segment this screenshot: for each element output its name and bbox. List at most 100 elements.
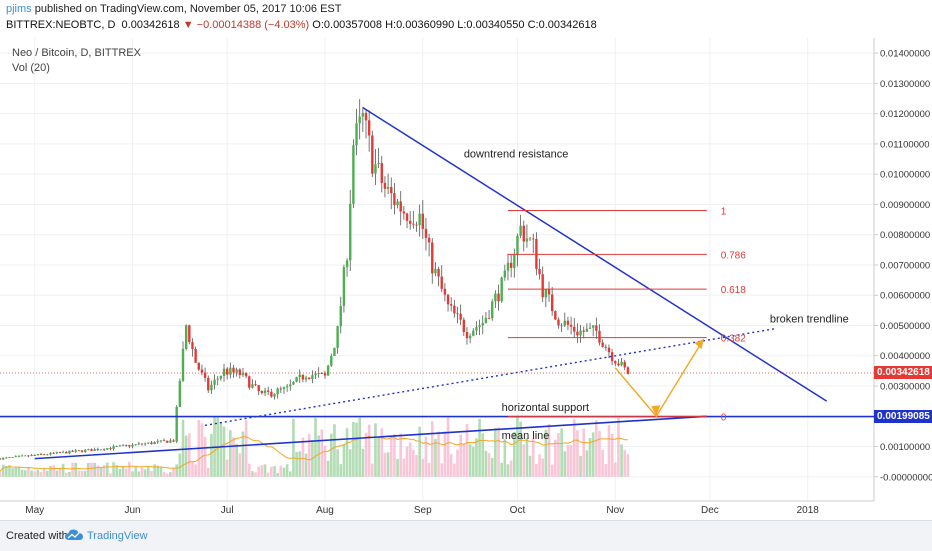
volume-bar [153,464,156,477]
volume-bar [61,463,65,477]
candle-body [396,201,399,205]
volume-bar [90,462,93,477]
volume-bar [591,432,595,477]
support-price-tag: 0.00199085 [874,409,932,423]
volume-bar [494,428,497,477]
candle-body [8,457,11,458]
footer: Created with TradingView [0,520,932,551]
volume-bar [371,463,374,477]
candle-body [128,445,131,447]
x-tick-label: Sep [414,505,432,516]
candle-body [434,268,437,274]
x-tick-label: Jun [124,505,140,516]
candle-body [516,235,519,255]
candle-body [96,449,100,451]
candle-body [301,374,305,380]
chart-annotation: downtrend resistance [464,149,569,161]
candle-body [576,331,579,336]
candle-body [191,342,194,349]
volume-bar [235,443,238,477]
candle-body [317,373,320,374]
candle-body [137,443,141,445]
candle-body [349,203,352,261]
volume-bar [456,449,459,477]
author-link[interactable]: pjims [6,3,32,15]
candle-body [424,228,428,238]
volume-bar [276,473,279,477]
volume-bar [165,473,169,477]
volume-bar [140,467,144,477]
volume-bar [0,471,2,477]
candle-body [582,330,585,332]
volume-bar [459,434,462,477]
candle-body [285,386,289,388]
candle-body [427,237,431,243]
candle-body [513,254,516,268]
x-tick-label: Jul [221,505,234,516]
volume-bar [263,464,267,477]
candle-body [386,187,390,189]
volume-bar [105,462,109,477]
volume-bar [576,430,579,477]
candle-body [506,262,510,271]
candle-body [125,445,128,446]
candle-body [431,242,434,274]
volume-bar [554,439,557,477]
candle-body [87,449,90,450]
volume-bar [314,417,317,477]
candle-body [418,213,421,226]
volume-bar [96,465,100,477]
tradingview-link[interactable]: TradingView [87,530,148,542]
y-tick-label: 0.00500000 [880,321,930,332]
volume-bar [102,465,106,477]
candle-body [446,294,450,305]
candle-body [65,451,68,454]
price-chart[interactable]: 1 0.786 0.618 0.382 0 downtrend resistance bro… [0,38,932,520]
candle-body [17,455,21,457]
candle-body [175,406,178,442]
volume-bar [23,470,27,477]
candle-body [102,449,106,451]
volume-bar [80,470,84,477]
volume-bar [541,458,545,477]
candle-body [46,454,49,456]
x-tick-label: Nov [606,505,624,516]
volume-bar [329,433,333,477]
candle-body [55,452,58,454]
volume-bar [58,469,62,477]
volume-bar [39,471,43,477]
candle-body [503,270,507,278]
volume-legend: Vol (20) [12,62,50,74]
volume-bar [557,432,560,477]
volume-bar [225,459,229,477]
volume-bar [8,465,11,477]
x-tick-label: Aug [316,505,334,516]
candle-body [131,444,134,447]
volume-bar [156,465,160,477]
symbol-label: BITTREX:NEOBTC, D [6,19,116,31]
candle-body [241,372,245,375]
volume-bar [333,424,336,477]
volume-bar [121,466,125,477]
chart-header: pjims published on TradingView.com, Nove… [0,0,932,38]
volume-bar [181,419,185,477]
y-tick-label: 0.01200000 [880,109,930,120]
volume-bar [128,461,131,477]
candle-body [276,388,279,395]
candle-body [115,446,118,448]
candle-body [497,293,500,302]
volume-bar [219,421,223,477]
volume-bar [64,472,68,477]
candle-body [408,220,412,224]
x-tick-label: 2018 [797,505,820,516]
candle-body [544,289,548,298]
volume-bar [374,423,377,477]
y-tick-label: 0.00400000 [880,351,930,362]
volume-bar [112,462,115,477]
candle-body [456,313,459,315]
volume-bar [563,451,567,477]
candle-body [462,319,466,333]
volume-bar [87,462,90,477]
candle-body [598,330,601,343]
candle-body [541,274,544,298]
